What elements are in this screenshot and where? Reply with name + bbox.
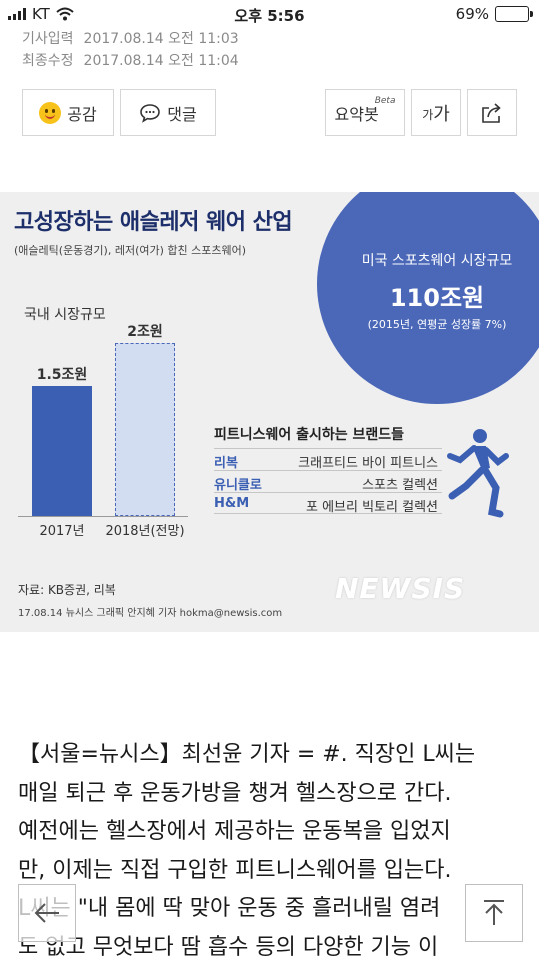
runner-icon (447, 429, 509, 518)
brands-title: 피트니스웨어 출시하는 브랜드들 (214, 427, 405, 443)
font-small-label: 가 (422, 108, 434, 122)
modified-row: 최종수정 2017.08.14 오전 11:04 (22, 50, 239, 72)
published-label: 기사입력 (22, 31, 74, 47)
comment-button[interactable]: 댓글 (120, 89, 216, 136)
battery-percent: 69% (455, 5, 489, 23)
brand-row: 유니클로 스포츠 컬렉션 (214, 470, 442, 493)
us-market-circle: 미국 스포츠웨어 시장규모 110조원 (2015년, 연평균 성장률 7%) (317, 192, 539, 404)
signal-icon (8, 8, 26, 20)
modified-date: 2017.08.14 오전 11:04 (83, 53, 239, 69)
newsis-watermark: NEWSIS (335, 572, 466, 605)
brand-line: 크래프티드 바이 피트니스 (298, 456, 438, 471)
infographic: 미국 스포츠웨어 시장규모 110조원 (2015년, 연평균 성장률 7%) … (0, 192, 539, 632)
chart-tick-label: 2017년 (39, 524, 85, 539)
article-line: 만, 이제는 직접 구입한 피트니스웨어를 입는다. (18, 857, 452, 883)
domestic-market-label: 국내 시장규모 (24, 307, 106, 323)
brand-line: 스포츠 컬렉션 (362, 478, 438, 493)
beta-badge: Beta (374, 95, 396, 106)
speech-bubble-icon (140, 103, 161, 123)
brand-name: H&M (214, 496, 250, 511)
font-large-label: 가 (433, 103, 450, 125)
brand-name: 유니클로 (214, 478, 262, 493)
us-market-note: (2015년, 연평균 성장률 7%) (367, 318, 507, 331)
chart-tick-label: 2018년(전망) (105, 524, 185, 539)
carrier-label: KT (32, 5, 50, 23)
status-left: KT (8, 5, 74, 23)
smile-emoji-icon (39, 101, 62, 124)
battery-icon (495, 6, 533, 22)
brand-line: 포 에브리 빅토리 컬렉션 (306, 500, 438, 515)
brand-name: 리복 (214, 456, 238, 471)
modified-label: 최종수정 (22, 53, 74, 69)
chart-bar (32, 386, 92, 516)
chart-axis (18, 516, 188, 517)
article-line: 매일 퇴근 후 운동가방을 챙겨 헬스장으로 간다. (18, 780, 452, 806)
us-market-label: 미국 스포츠웨어 시장규모 (361, 253, 513, 269)
scroll-top-button[interactable] (465, 884, 523, 942)
infographic-title: 고성장하는 애슬레저 웨어 산업 (14, 210, 293, 235)
infographic-source: 자료: KB증권, 리복 (18, 583, 116, 597)
published-row: 기사입력 2017.08.14 오전 11:03 (22, 28, 239, 50)
status-time: 오후 5:56 (234, 7, 305, 25)
status-right: 69% (455, 5, 533, 23)
article-line: L씨는 "내 몸에 딱 맞아 운동 중 흘러내릴 염려 (18, 896, 441, 921)
summary-bot-button[interactable]: 요약봇 Beta (325, 89, 405, 136)
arrow-left-icon (34, 903, 59, 923)
comment-label: 댓글 (167, 104, 197, 124)
back-button[interactable] (18, 884, 76, 942)
arrow-up-icon (484, 900, 504, 925)
us-market-value: 110조원 (389, 284, 485, 312)
summary-label: 요약봇 (334, 104, 379, 124)
chart-data-label: 2조원 (127, 324, 163, 341)
font-size-button[interactable]: 가 가 (411, 89, 461, 136)
article-line: 도 없고 무엇보다 땀 흡수 등의 다양한 기능 이 (18, 934, 439, 960)
like-button[interactable]: 공감 (22, 89, 114, 136)
chart-data-label: 1.5조원 (36, 367, 88, 384)
article-body: 【서울=뉴시스】최선윤 기자 = #. 직장인 L씨는 매일 퇴근 후 운동가방… (18, 736, 528, 960)
share-icon (482, 102, 501, 123)
like-label: 공감 (67, 104, 97, 124)
infographic-subtitle: (애슬레틱(운동경기), 레저(여가) 합친 스포츠웨어) (14, 244, 247, 257)
published-date: 2017.08.14 오전 11:03 (83, 31, 239, 47)
article-meta: 기사입력 2017.08.14 오전 11:03 최종수정 2017.08.14 오… (22, 28, 239, 72)
article-line: 【서울=뉴시스】최선윤 기자 = #. 직장인 L씨는 (18, 742, 476, 767)
infographic-credit: 17.08.14 뉴시스 그래픽 안지혜 기자 hokma@newsis.com (18, 608, 283, 619)
chart-bar (115, 343, 175, 516)
share-button[interactable] (467, 89, 517, 136)
article-line: 예전에는 헬스장에서 제공하는 운동복을 입었지 (18, 819, 451, 844)
brand-row: 리복 크래프티드 바이 피트니스 (214, 448, 442, 471)
status-bar: KT 오후 5:56 69% (0, 0, 539, 30)
wifi-icon (56, 7, 74, 21)
brand-row: H&M 포 에브리 빅토리 컬렉션 (214, 492, 442, 515)
